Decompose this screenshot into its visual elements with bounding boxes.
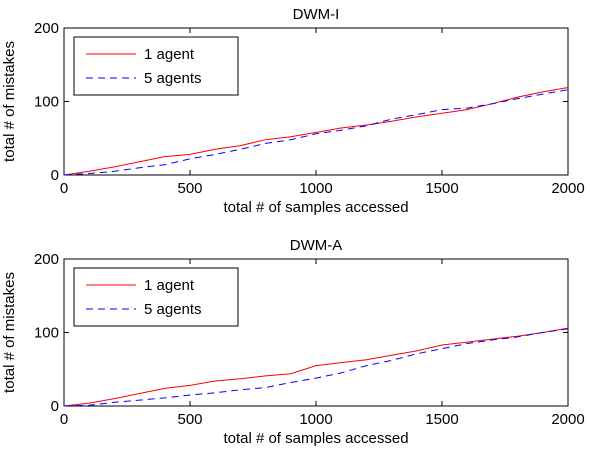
legend-label-1: 1 agent: [144, 277, 195, 294]
y-tick-label: 200: [34, 20, 59, 37]
y-tick-label: 200: [34, 251, 59, 268]
legend-label-2: 5 agents: [144, 70, 202, 87]
x-tick-label: 0: [60, 411, 68, 428]
y-tick-label: 100: [34, 94, 59, 111]
legend: 1 agent 5 agents: [73, 267, 239, 327]
legend-label-1: 1 agent: [144, 46, 195, 63]
chart-title: DWM-I: [293, 6, 340, 23]
x-tick-label: 1500: [425, 411, 458, 428]
chart-panel-2: 0 500 1000 1500 2000 0 100 200 DWM-A total # of s…: [1, 237, 585, 447]
legend-box: [73, 36, 239, 96]
x-tick-label: 1000: [299, 411, 332, 428]
y-axis-label: total # of mistakes: [1, 272, 18, 393]
x-tick-label: 500: [177, 411, 202, 428]
x-tick-label: 0: [60, 180, 68, 197]
legend-label-2: 5 agents: [144, 301, 202, 318]
y-tick-label: 100: [34, 325, 59, 342]
legend: 1 agent 5 agents: [73, 36, 239, 96]
x-tick-label: 500: [177, 180, 202, 197]
legend-box: [73, 267, 239, 327]
chart-title: DWM-A: [290, 237, 343, 254]
x-axis-label: total # of samples accessed: [223, 430, 408, 447]
x-tick-label: 2000: [551, 411, 584, 428]
series-line-2: [63, 328, 569, 407]
series-line-2: [63, 89, 569, 176]
chart-panel-1: 0 500 1000 1500 2000 0 100 200 DWM-I total # of s…: [1, 6, 585, 216]
x-tick-label: 1000: [299, 180, 332, 197]
x-axis-label: total # of samples accessed: [223, 199, 408, 216]
series-line-1: [63, 87, 569, 176]
series-line-1: [63, 327, 569, 407]
y-axis-label: total # of mistakes: [1, 41, 18, 162]
y-tick-label: 0: [51, 398, 59, 415]
x-tick-label: 1500: [425, 180, 458, 197]
x-tick-label: 2000: [551, 180, 584, 197]
y-tick-label: 0: [51, 167, 59, 184]
